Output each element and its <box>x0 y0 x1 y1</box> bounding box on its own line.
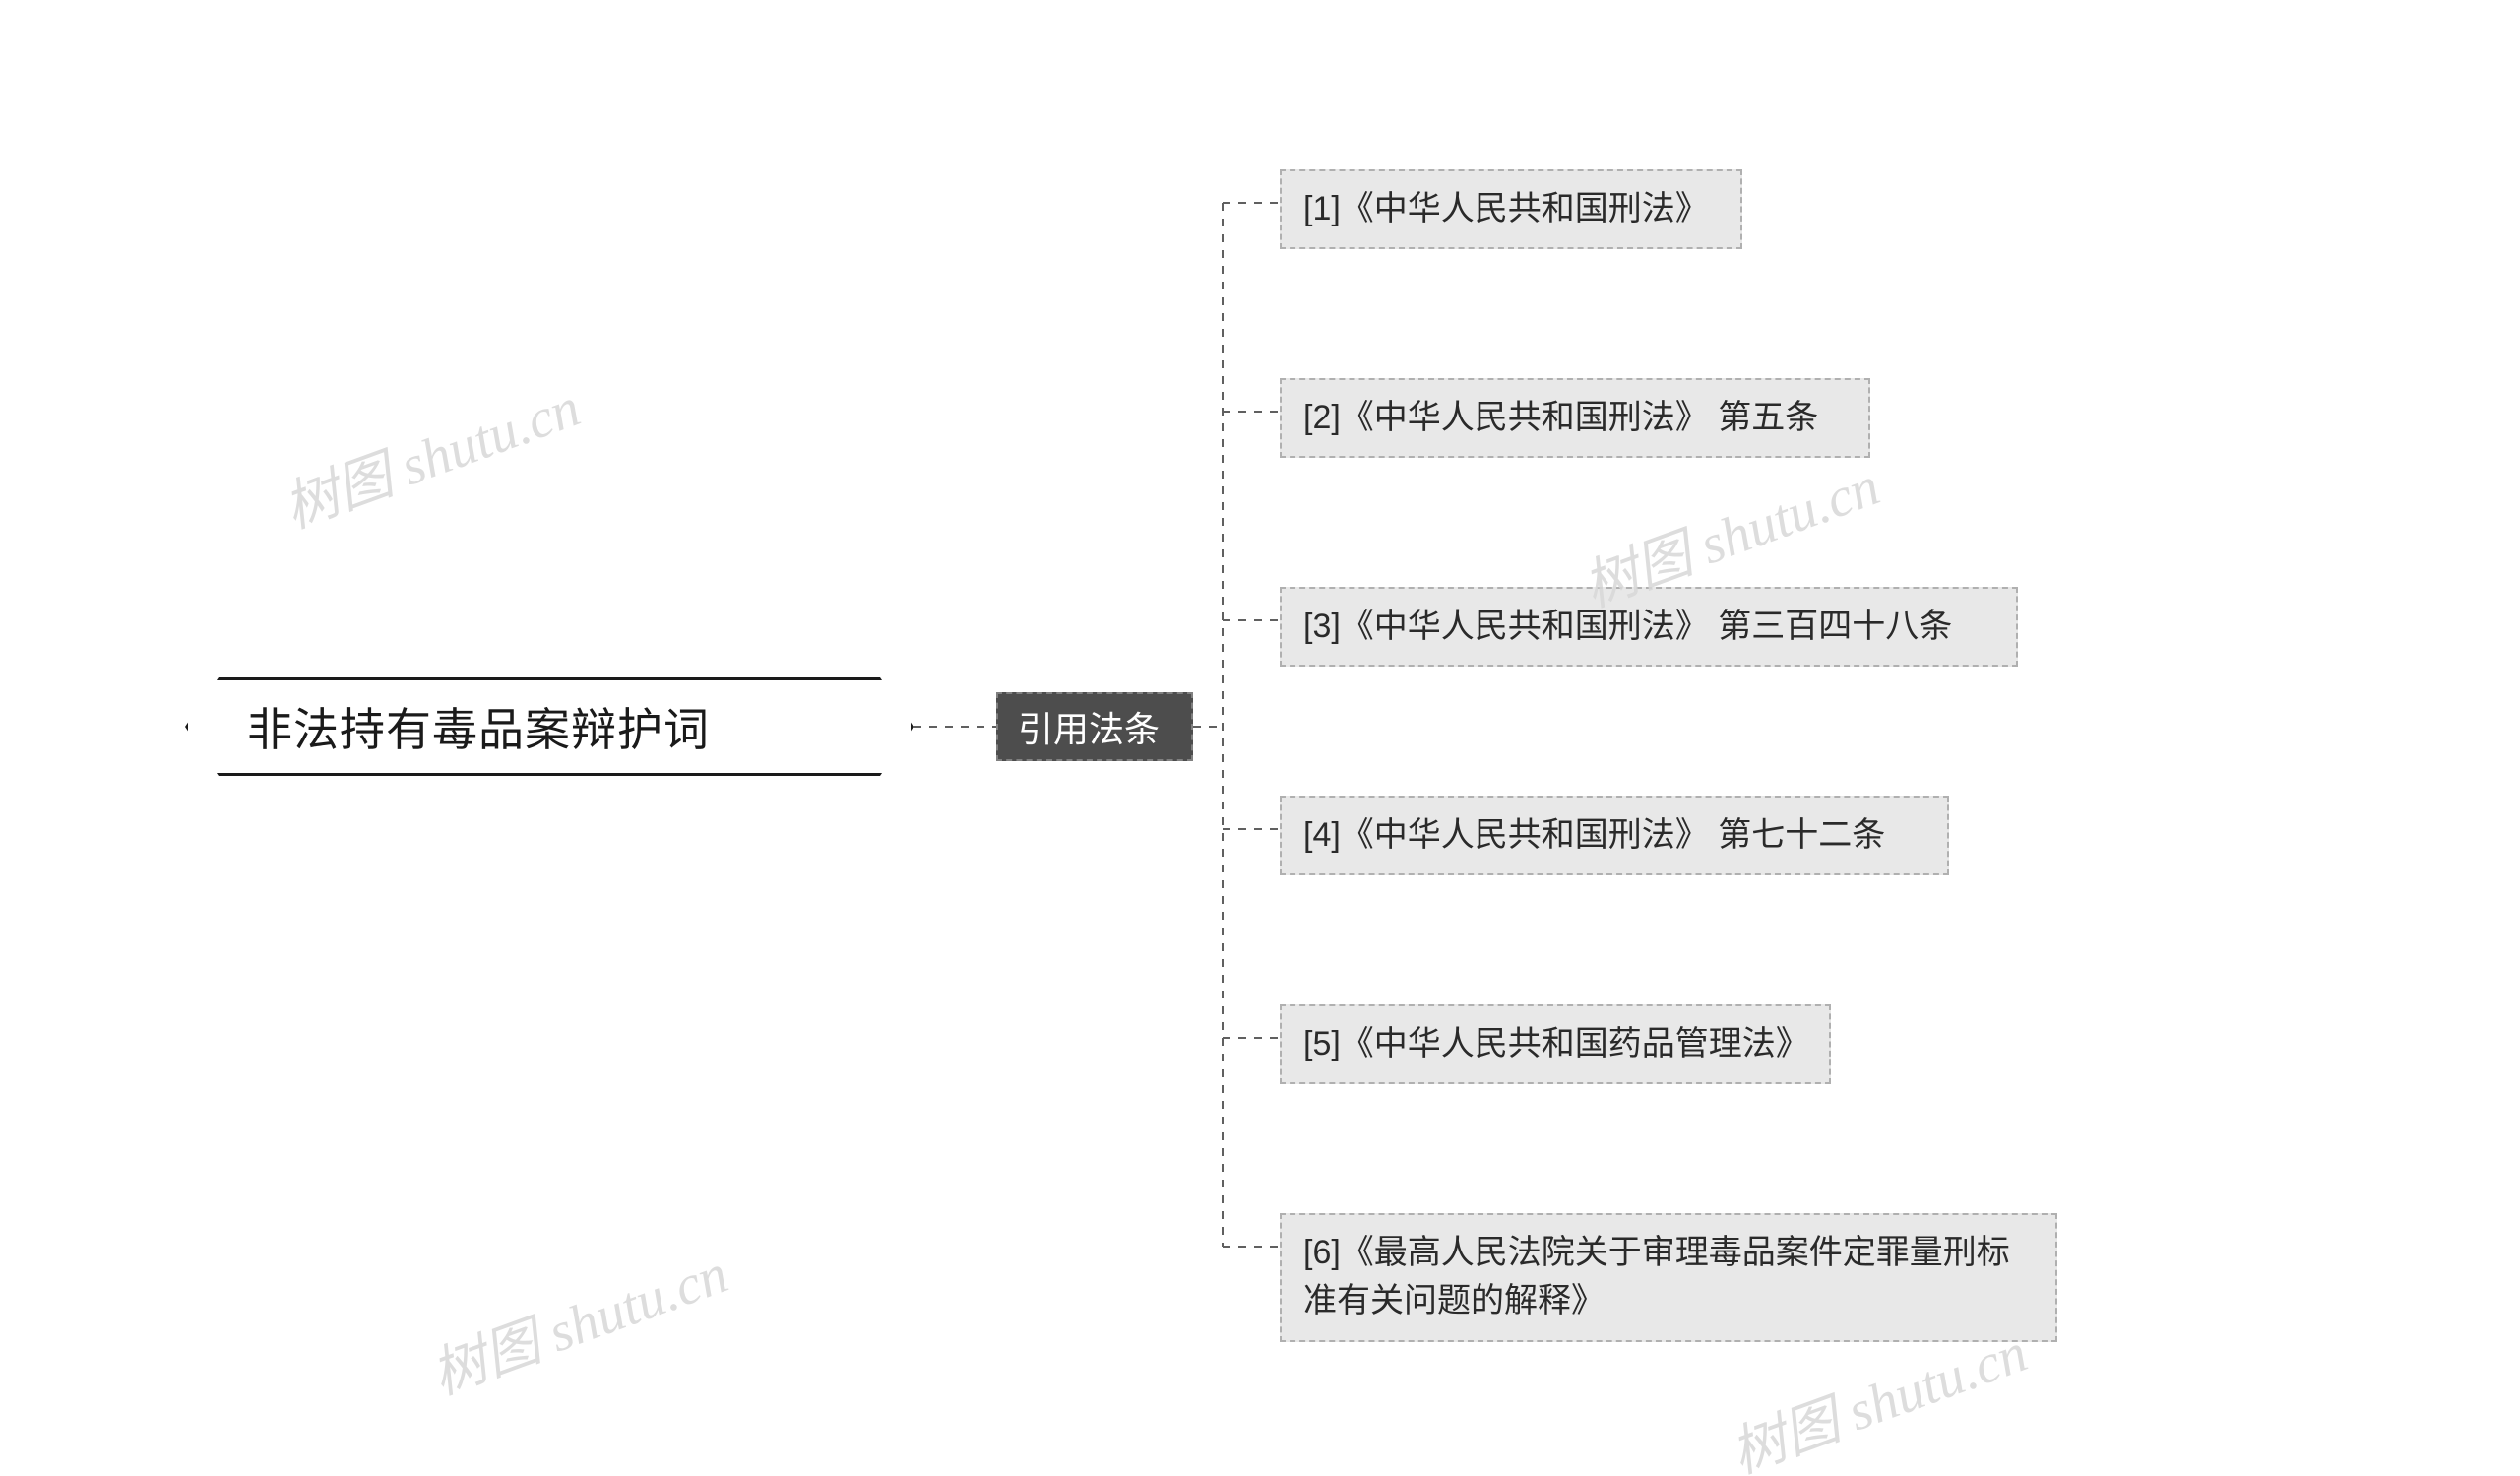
root-node[interactable]: 非法持有毒品案辩护词 <box>185 677 914 776</box>
leaf-label: [6]《最高人民法院关于审理毒品案件定罪量刑标准有关问题的解释》 <box>1303 1229 2034 1326</box>
watermark: 树图 shutu.cn <box>419 1230 737 1411</box>
leaf-label: [3]《中华人民共和国刑法》 第三百四十八条 <box>1303 603 1952 651</box>
leaf-label: [4]《中华人民共和国刑法》 第七十二条 <box>1303 811 1885 860</box>
leaf-node-1[interactable]: [1]《中华人民共和国刑法》 <box>1280 169 1742 249</box>
mid-label: 引用法条 <box>1018 701 1160 752</box>
mid-node[interactable]: 引用法条 <box>996 692 1193 761</box>
leaf-label: [5]《中华人民共和国药品管理法》 <box>1303 1020 1807 1068</box>
leaf-node-4[interactable]: [4]《中华人民共和国刑法》 第七十二条 <box>1280 796 1949 875</box>
leaf-label: [2]《中华人民共和国刑法》 第五条 <box>1303 394 1818 442</box>
leaf-node-2[interactable]: [2]《中华人民共和国刑法》 第五条 <box>1280 378 1870 458</box>
leaf-label: [1]《中华人民共和国刑法》 <box>1303 185 1709 233</box>
root-label: 非法持有毒品案辩护词 <box>247 694 710 759</box>
watermark: 树图 shutu.cn <box>272 363 590 545</box>
leaf-node-3[interactable]: [3]《中华人民共和国刑法》 第三百四十八条 <box>1280 587 2018 667</box>
mindmap-canvas: 非法持有毒品案辩护词 引用法条 [1]《中华人民共和国刑法》 [2]《中华人民共和… <box>0 0 2520 1476</box>
leaf-node-5[interactable]: [5]《中华人民共和国药品管理法》 <box>1280 1004 1831 1084</box>
leaf-node-6[interactable]: [6]《最高人民法院关于审理毒品案件定罪量刑标准有关问题的解释》 <box>1280 1213 2057 1342</box>
